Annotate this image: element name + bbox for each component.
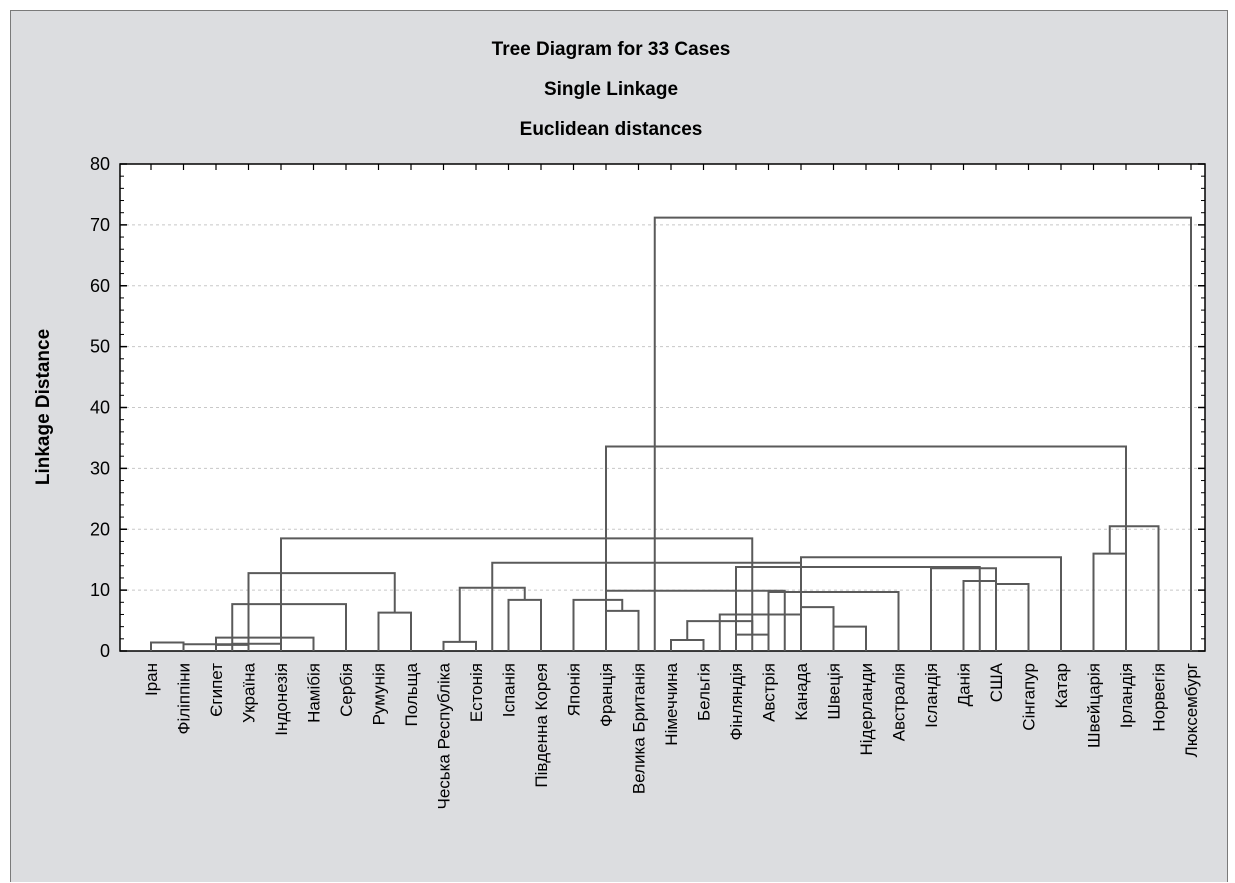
- dendrogram-link-18: [767, 590, 900, 651]
- leaf-label: Сербія: [337, 663, 356, 717]
- dendrogram-link-8: [247, 572, 396, 651]
- leaf-label: Індонезія: [272, 663, 291, 736]
- leaf-label: Франція: [597, 663, 616, 727]
- y-tick-label: 70: [90, 215, 110, 235]
- leaf-label: Філіппіни: [175, 663, 194, 734]
- dendrogram-link-5: [215, 636, 315, 651]
- leaf-label: Німеччина: [662, 662, 681, 745]
- leaf-label: Канада: [792, 662, 811, 720]
- y-tick-label: 0: [100, 641, 110, 661]
- leaf-label: Швейцарія: [1085, 663, 1104, 748]
- leaf-label: Іспанія: [500, 663, 519, 717]
- leaf-labels: Іран Філіппіни Єгипет Україна Індонезія Наміб…: [142, 662, 1201, 809]
- leaf-label: Єгипет: [207, 663, 226, 717]
- y-axis-label: Linkage Distance: [33, 329, 54, 485]
- dendrogram-link-7: [377, 611, 412, 651]
- leaf-label: Естонія: [467, 663, 486, 722]
- dendrogram-link-27: [800, 556, 1062, 651]
- dendrogram-link-9: [442, 640, 477, 651]
- y-tick-label: 50: [90, 337, 110, 357]
- dendrogram-link-28: [280, 537, 754, 651]
- dendrogram-chart: Tree Diagram for 33 Cases Single Linkage…: [33, 39, 1206, 810]
- leaf-label: Чеська Республіка: [435, 662, 454, 809]
- leaf-label: Намібія: [305, 663, 324, 723]
- y-tick-label: 40: [90, 398, 110, 418]
- dendrogram-link-32: [653, 216, 1192, 651]
- y-tick-label: 60: [90, 276, 110, 296]
- leaf-label: Японія: [565, 663, 584, 716]
- leaf-label: Нідерланди: [857, 663, 876, 755]
- leaf-label: Ірландія: [1117, 663, 1136, 728]
- dendrogram-link-25: [735, 565, 981, 651]
- dendrogram-link-31: [605, 445, 1127, 651]
- leaf-label: Данія: [955, 663, 974, 706]
- leaf-label: США: [987, 662, 1006, 702]
- leaf-label: Південна Корея: [532, 663, 551, 788]
- leaf-label: Іран: [142, 663, 161, 696]
- dendrogram-link-17: [832, 625, 867, 651]
- leaf-label: Сінгапур: [1020, 663, 1039, 731]
- dendrogram-links: [150, 216, 1192, 651]
- y-tick-label: 80: [90, 154, 110, 174]
- y-tick-label: 30: [90, 458, 110, 478]
- leaf-label: Австрія: [760, 663, 779, 722]
- dendrogram-link-4: [150, 641, 185, 651]
- leaf-label: Катар: [1052, 663, 1071, 709]
- leaf-label: Румунія: [370, 663, 389, 725]
- y-tick-label: 10: [90, 580, 110, 600]
- y-tick-label: 20: [90, 519, 110, 539]
- leaf-label: Польща: [402, 662, 421, 726]
- chart-subtitle-linkage: Single Linkage: [544, 79, 678, 100]
- leaf-label: Австралія: [890, 663, 909, 741]
- leaf-label: Люксембург: [1182, 663, 1201, 757]
- gridlines: [120, 224, 1205, 591]
- chart-figure: Tree Diagram for 33 Cases Single Linkage…: [10, 10, 1228, 882]
- leaf-label: Ісландія: [922, 663, 941, 728]
- leaf-label: Швеція: [825, 663, 844, 720]
- leaf-label: Велика Британія: [630, 663, 649, 794]
- chart-title: Tree Diagram for 33 Cases: [492, 39, 731, 60]
- leaf-label: Фінляндія: [727, 663, 746, 741]
- chart-subtitle-distance: Euclidean distances: [520, 119, 703, 140]
- dendrogram-link-24: [930, 567, 997, 651]
- leaf-label: Бельгія: [695, 663, 714, 721]
- dendrogram-link-6: [231, 603, 347, 651]
- leaf-label: Норвегія: [1150, 663, 1169, 732]
- dendrogram-link-20: [572, 598, 624, 651]
- dendrogram-link-30: [1108, 525, 1160, 651]
- leaf-label: Україна: [240, 662, 259, 722]
- y-axis-ticks: 0 10 20 30 40 50 60 70 80: [90, 154, 1205, 661]
